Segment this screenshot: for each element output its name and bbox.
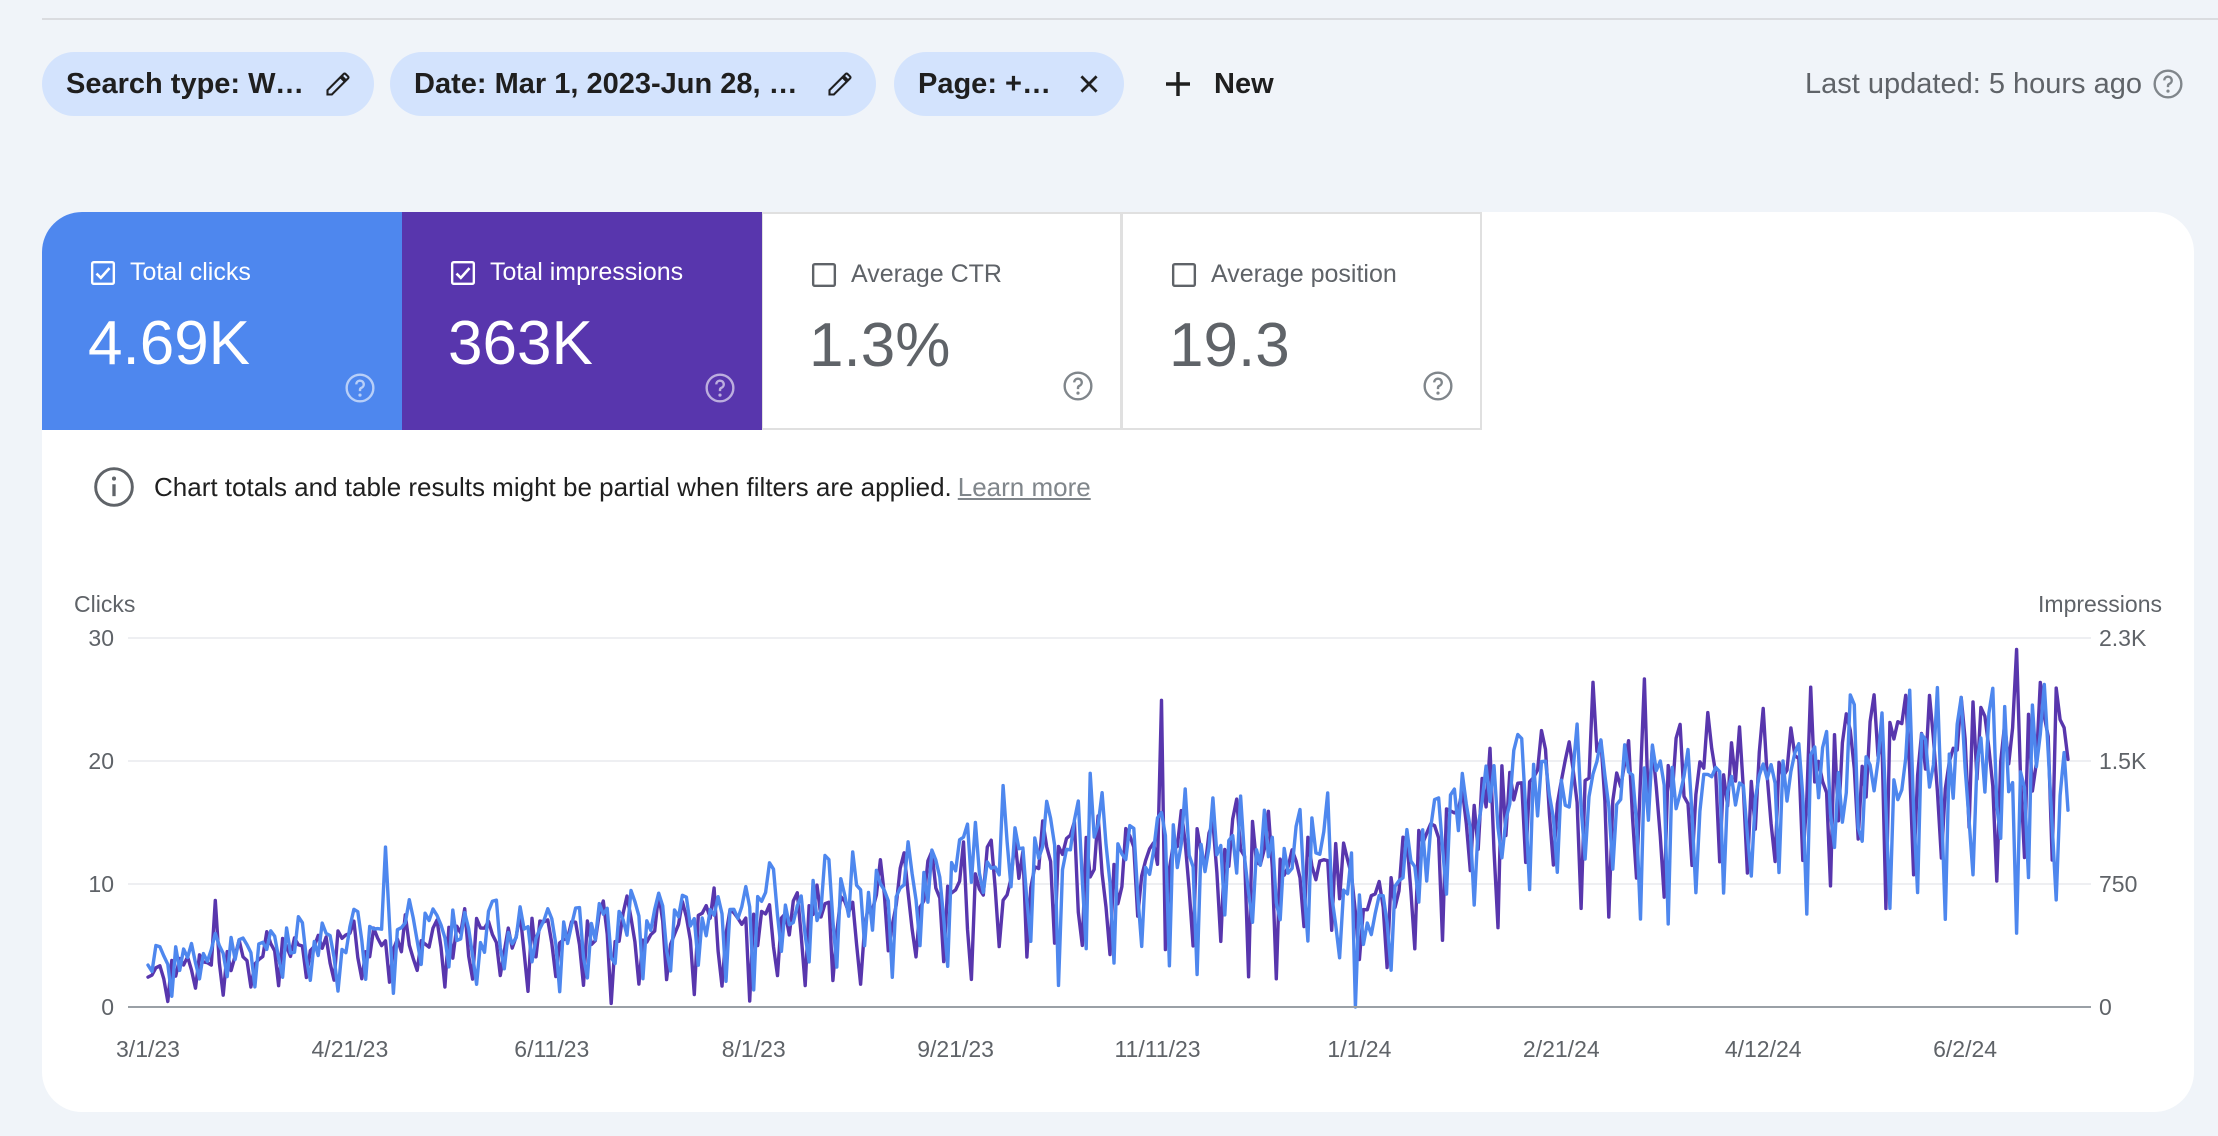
metric-value: 363K	[448, 309, 593, 378]
filter-bar: Search type: Web Date: Mar 1, 2023-Jun 2…	[42, 52, 2218, 116]
left-tick-label: 30	[88, 625, 114, 651]
chart-series	[146, 647, 2070, 1009]
chart-gridlines	[128, 637, 2091, 885]
notice-text: Chart totals and table results might be …	[154, 471, 952, 502]
x-tick-label: 6/2/24	[1933, 1036, 1997, 1062]
metric-label-text: Total clicks	[130, 258, 251, 286]
learn-more-link[interactable]: Learn more	[957, 471, 1091, 502]
x-tick-label: 11/11/23	[1114, 1036, 1200, 1062]
right-tick-label: 1.5K	[2099, 748, 2147, 774]
help-icon[interactable]	[704, 372, 736, 404]
metric-tile-average-position[interactable]: Average position 19.3	[1122, 212, 1482, 430]
metric-tile-total-impressions[interactable]: Total impressions 363K	[402, 212, 762, 430]
info-icon	[94, 467, 134, 507]
edit-icon[interactable]	[324, 70, 352, 98]
partial-data-notice: Chart totals and table results might be …	[92, 465, 1091, 509]
search-type-chip[interactable]: Search type: Web	[42, 52, 374, 116]
performance-card: Total clicks 4.69K Total impressions 363…	[42, 212, 2194, 1112]
left-tick-label: 20	[88, 748, 114, 774]
close-icon[interactable]	[1076, 71, 1102, 97]
right-axis-title: Impressions	[2038, 591, 2162, 617]
metric-label-text: Total impressions	[490, 258, 684, 286]
x-axis-ticks: 3/1/23 4/21/23 6/11/23 8/1/23 9/21/23 11/11/2…	[116, 1036, 1997, 1062]
search-type-chip-label: Search type: Web	[66, 67, 306, 100]
metric-label: Average CTR	[811, 260, 1002, 289]
metric-label: Total clicks	[90, 258, 251, 287]
new-filter-label: New	[1214, 67, 1274, 100]
x-tick-label: 4/21/23	[312, 1036, 389, 1062]
date-chip[interactable]: Date: Mar 1, 2023-Jun 28, 2...	[390, 52, 876, 116]
x-tick-label: 4/12/24	[1725, 1036, 1802, 1062]
date-chip-label: Date: Mar 1, 2023-Jun 28, 2...	[414, 67, 808, 100]
clicks-series-line	[146, 682, 2070, 1009]
metric-label-text: Average CTR	[851, 260, 1002, 288]
page-chip-label: Page: +faq	[918, 67, 1058, 100]
page-chip[interactable]: Page: +faq	[894, 52, 1124, 116]
help-icon[interactable]	[1062, 370, 1094, 402]
checkbox-unchecked-icon[interactable]	[1171, 262, 1197, 288]
x-tick-label: 9/21/23	[917, 1036, 994, 1062]
checkbox-checked-icon[interactable]	[90, 260, 116, 286]
x-tick-label: 1/1/24	[1327, 1036, 1391, 1062]
last-updated-text: Last updated: 5 hours ago	[1805, 67, 2142, 100]
right-tick-label: 750	[2099, 871, 2137, 897]
metric-value: 4.69K	[88, 309, 251, 378]
x-tick-label: 8/1/23	[722, 1036, 786, 1062]
x-tick-label: 3/1/23	[116, 1036, 180, 1062]
right-axis-ticks: 0 750 1.5K 2.3K	[2099, 625, 2147, 1020]
help-icon[interactable]	[1422, 370, 1454, 402]
metric-tile-total-clicks[interactable]: Total clicks 4.69K	[42, 212, 402, 430]
left-tick-label: 0	[101, 994, 114, 1020]
metric-value: 19.3	[1169, 311, 1290, 380]
help-icon[interactable]	[2152, 68, 2184, 100]
right-tick-label: 0	[2099, 994, 2112, 1020]
checkbox-unchecked-icon[interactable]	[811, 262, 837, 288]
edit-icon[interactable]	[826, 70, 854, 98]
metric-label: Total impressions	[450, 258, 683, 287]
top-divider	[42, 18, 2218, 20]
new-filter-button[interactable]: New	[1162, 52, 1274, 116]
left-axis-title: Clicks	[74, 591, 135, 617]
metric-label-text: Average position	[1211, 260, 1397, 288]
plus-icon	[1166, 72, 1190, 96]
metric-tile-average-ctr[interactable]: Average CTR 1.3%	[762, 212, 1122, 430]
help-icon[interactable]	[344, 372, 376, 404]
checkbox-checked-icon[interactable]	[450, 260, 476, 286]
last-updated: Last updated: 5 hours ago	[1805, 52, 2184, 116]
x-tick-label: 2/21/24	[1523, 1036, 1600, 1062]
metric-tiles: Total clicks 4.69K Total impressions 363…	[42, 212, 1482, 430]
left-axis-ticks: 0 10 20 30	[88, 625, 114, 1020]
right-tick-label: 2.3K	[2099, 625, 2147, 651]
x-tick-label: 6/11/23	[514, 1036, 589, 1062]
left-tick-label: 10	[88, 871, 114, 897]
metric-label: Average position	[1171, 260, 1397, 289]
metric-value: 1.3%	[809, 311, 951, 380]
